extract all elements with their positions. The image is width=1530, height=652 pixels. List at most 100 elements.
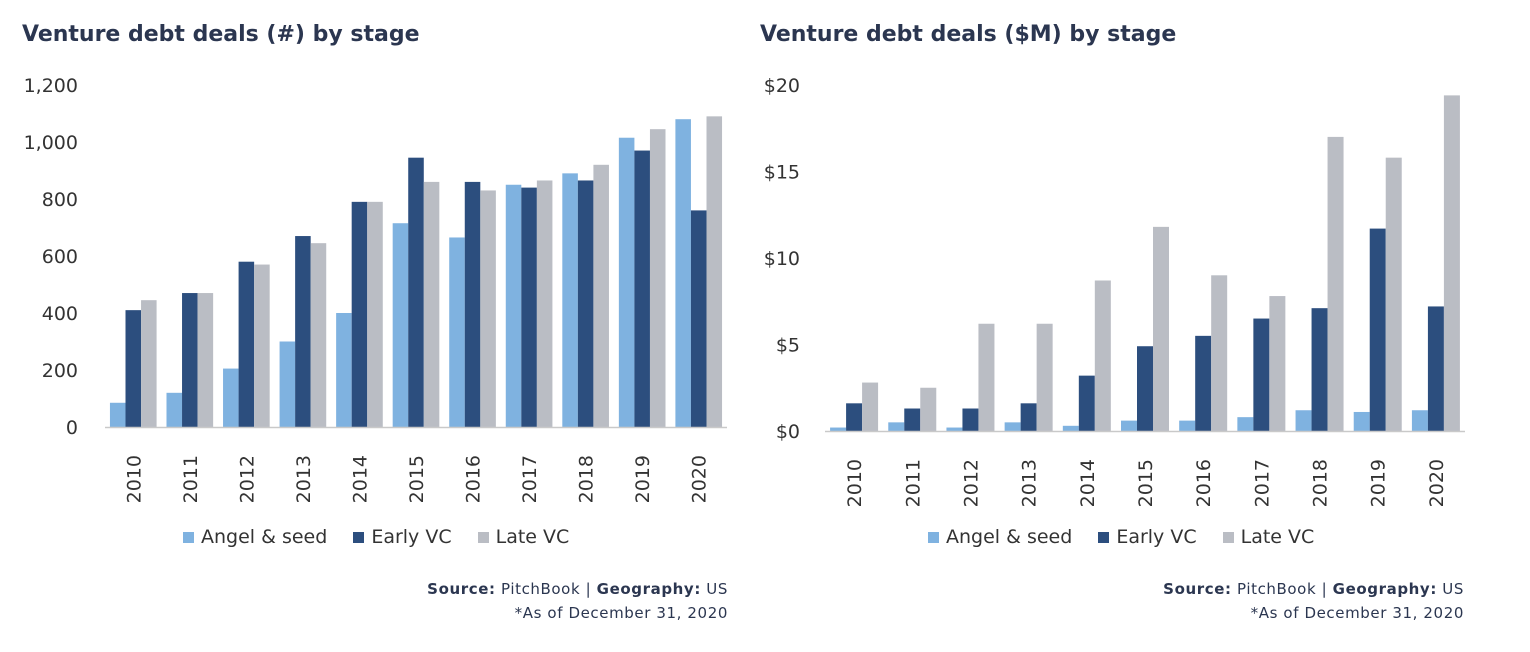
bar-angel-seed-2011 bbox=[166, 392, 183, 427]
bar-early-vc-2020 bbox=[1427, 306, 1444, 431]
bar-late-vc-2020 bbox=[706, 116, 723, 427]
bar-early-vc-2015 bbox=[408, 157, 424, 427]
x-tick-label: 2011 bbox=[902, 459, 924, 507]
x-tick-label: 2019 bbox=[1368, 459, 1390, 507]
bar-angel-seed-2019 bbox=[1353, 411, 1370, 431]
as-of-note: *As of December 31, 2020 bbox=[514, 604, 728, 622]
x-tick-label: 2018 bbox=[1310, 459, 1332, 507]
bar-early-vc-2020 bbox=[690, 210, 707, 427]
bar-late-vc-2012 bbox=[254, 264, 270, 427]
legend-item-late: Late VC bbox=[477, 526, 569, 548]
y-tick-label: 400 bbox=[42, 303, 78, 325]
source-label: Source: bbox=[1163, 580, 1232, 598]
x-tick-label: 2020 bbox=[689, 455, 711, 503]
bar-angel-seed-2015 bbox=[1121, 420, 1137, 431]
bar-late-vc-2015 bbox=[423, 181, 440, 427]
bar-early-vc-2010 bbox=[846, 403, 863, 431]
bar-early-vc-2014 bbox=[1078, 375, 1095, 431]
y-tick-label: $20 bbox=[764, 75, 800, 97]
bar-angel-seed-2012 bbox=[946, 427, 963, 431]
bar-angel-seed-2020 bbox=[1411, 410, 1428, 431]
bar-late-vc-2018 bbox=[1327, 136, 1344, 431]
geography-value: US bbox=[1442, 580, 1464, 598]
bar-chart-deal-count: 0 200 400 600 800 1,000 1,200 2010 2011 2012 2013 2… bbox=[24, 75, 727, 503]
x-tick-label: 2011 bbox=[180, 455, 202, 503]
chart-title: Venture debt deals (#) by stage bbox=[22, 22, 420, 47]
legend-item-angel: Angel & seed bbox=[183, 526, 327, 548]
y-tick-label: 200 bbox=[42, 360, 78, 382]
source-line: Source: PitchBook | Geography: US bbox=[1163, 577, 1464, 601]
bar-late-vc-2017 bbox=[1269, 296, 1286, 431]
bar-angel-seed-2016 bbox=[1179, 420, 1196, 431]
bar-early-vc-2019 bbox=[634, 150, 650, 428]
x-tick-label: 2018 bbox=[576, 455, 598, 503]
bar-late-vc-2014 bbox=[367, 201, 383, 427]
source-note: Source: PitchBook | Geography: US *As of… bbox=[427, 577, 728, 625]
bar-late-vc-2011 bbox=[920, 387, 937, 431]
legend-swatch-early bbox=[353, 531, 365, 543]
bar-late-vc-2010 bbox=[862, 382, 879, 431]
bar-early-vc-2014 bbox=[351, 201, 368, 427]
x-tick-label: 2013 bbox=[1019, 459, 1041, 507]
bar-early-vc-2012 bbox=[962, 408, 979, 431]
x-tick-label: 2016 bbox=[463, 455, 485, 503]
bar-angel-seed-2012 bbox=[223, 368, 239, 427]
x-tick-label: 2016 bbox=[1193, 459, 1215, 507]
chart-panel-deal-value: Venture debt deals ($M) by stage $0 $5 $10… bbox=[760, 0, 1530, 652]
source-note: Source: PitchBook | Geography: US *As of… bbox=[1163, 577, 1464, 625]
x-tick-label: 2012 bbox=[960, 459, 982, 507]
bar-angel-seed-2018 bbox=[562, 173, 578, 427]
bar-late-vc-2011 bbox=[197, 293, 214, 427]
bar-late-vc-2016 bbox=[480, 190, 496, 427]
y-tick-label: $10 bbox=[764, 248, 800, 270]
legend-label: Late VC bbox=[1240, 526, 1315, 548]
x-tick-label: 2014 bbox=[349, 455, 371, 503]
y-tick-label: 600 bbox=[42, 246, 78, 268]
bar-early-vc-2012 bbox=[238, 261, 255, 427]
bar-early-vc-2015 bbox=[1137, 346, 1153, 431]
bar-early-vc-2018 bbox=[1311, 308, 1328, 431]
bar-angel-seed-2011 bbox=[888, 422, 905, 431]
source-label: Source: bbox=[427, 580, 496, 598]
y-tick-label: 1,200 bbox=[24, 75, 78, 97]
legend-item-early: Early VC bbox=[353, 526, 452, 548]
source-value: PitchBook bbox=[1237, 580, 1317, 598]
bar-late-vc-2013 bbox=[1036, 323, 1053, 431]
x-tick-label: 2010 bbox=[844, 459, 866, 507]
source-separator: | bbox=[585, 580, 592, 598]
legend-label: Angel & seed bbox=[946, 526, 1073, 548]
geography-value: US bbox=[706, 580, 728, 598]
legend-item-late: Late VC bbox=[1222, 526, 1315, 548]
bar-late-vc-2016 bbox=[1211, 275, 1228, 431]
bar-angel-seed-2017 bbox=[505, 184, 522, 427]
legend-swatch-late bbox=[1222, 531, 1234, 543]
x-tick-label: 2015 bbox=[1135, 459, 1157, 507]
x-tick-label: 2010 bbox=[123, 455, 145, 503]
bar-angel-seed-2014 bbox=[1062, 425, 1079, 431]
chart-legend: Angel & seed Early VC Late VC bbox=[928, 526, 1314, 548]
legend-swatch-angel bbox=[928, 531, 939, 543]
bar-angel-seed-2020 bbox=[675, 119, 691, 427]
bar-early-vc-2019 bbox=[1369, 228, 1386, 431]
bar-late-vc-2010 bbox=[141, 300, 157, 427]
geography-label: Geography: bbox=[1332, 580, 1437, 598]
bar-chart-deal-value: $0 $5 $10 $15 $20 2010 2011 2012 2013 2014 2015 201… bbox=[764, 75, 1465, 507]
y-tick-label: $15 bbox=[764, 162, 800, 184]
bar-angel-seed-2015 bbox=[392, 223, 409, 427]
bar-early-vc-2011 bbox=[904, 408, 921, 431]
source-line: Source: PitchBook | Geography: US bbox=[427, 577, 728, 601]
bar-late-vc-2019 bbox=[649, 129, 666, 427]
legend-swatch-early bbox=[1098, 531, 1110, 543]
chart-legend: Angel & seed Early VC Late VC bbox=[183, 526, 569, 548]
bar-angel-seed-2014 bbox=[336, 313, 352, 427]
as-of-note: *As of December 31, 2020 bbox=[1250, 604, 1464, 622]
x-tick-label: 2014 bbox=[1077, 459, 1099, 507]
y-tick-label: 800 bbox=[42, 189, 78, 211]
x-tick-label: 2017 bbox=[519, 455, 541, 503]
bar-angel-seed-2013 bbox=[1004, 422, 1021, 431]
bar-early-vc-2013 bbox=[1020, 403, 1037, 431]
chart-title: Venture debt deals ($M) by stage bbox=[760, 22, 1177, 47]
bar-angel-seed-2018 bbox=[1295, 410, 1312, 431]
bar-early-vc-2011 bbox=[182, 293, 198, 427]
bar-angel-seed-2017 bbox=[1237, 417, 1254, 431]
